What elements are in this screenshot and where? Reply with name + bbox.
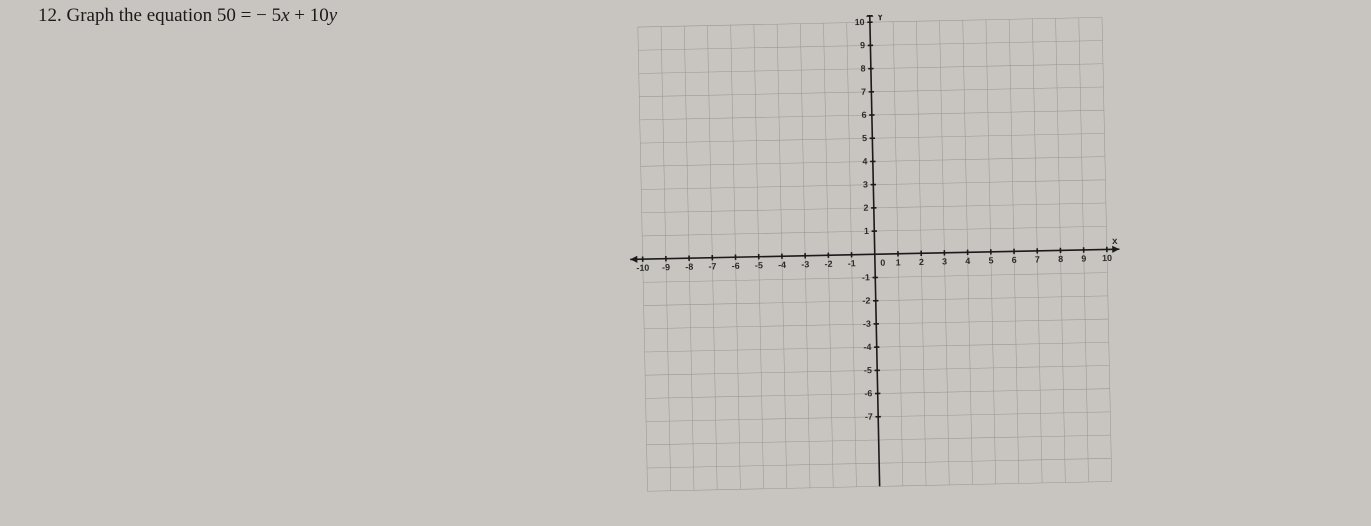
svg-text:5: 5 [862, 133, 867, 143]
question-prompt-text: Graph the equation [67, 5, 213, 26]
equation-lhs: 50 [217, 5, 236, 26]
equation-eq: = − [241, 5, 267, 26]
svg-text:-2: -2 [824, 259, 832, 269]
svg-text:2: 2 [863, 203, 868, 213]
svg-text:3: 3 [942, 256, 947, 266]
svg-text:6: 6 [861, 110, 866, 120]
svg-text:10: 10 [855, 17, 865, 27]
equation-var2: y [329, 5, 337, 26]
svg-text:6: 6 [1012, 255, 1017, 265]
svg-text:-9: -9 [662, 262, 670, 272]
svg-text:4: 4 [965, 256, 970, 266]
svg-text:1: 1 [864, 226, 869, 236]
svg-text:x: x [1112, 236, 1118, 247]
svg-text:Y: Y [877, 12, 884, 23]
svg-text:9: 9 [860, 40, 865, 50]
question-prompt: 12. Graph the equation 50 = − 5x + 10y [38, 5, 337, 27]
svg-text:-7: -7 [708, 261, 716, 271]
svg-text:7: 7 [861, 87, 866, 97]
svg-text:-6: -6 [864, 388, 872, 398]
svg-text:-5: -5 [755, 260, 763, 270]
svg-text:0: 0 [880, 258, 885, 268]
equation-coef2: 10 [310, 5, 329, 26]
equation-coef1: 5 [272, 5, 282, 26]
svg-text:7: 7 [1035, 254, 1040, 264]
grid-svg: -10-9-8-7-6-5-4-3-2-10123456789101234567… [590, 9, 1160, 521]
svg-text:-1: -1 [862, 272, 870, 282]
svg-text:8: 8 [1058, 254, 1063, 264]
svg-text:-4: -4 [778, 260, 786, 270]
equation-var1: x [281, 5, 289, 26]
svg-text:10: 10 [1102, 253, 1112, 263]
svg-text:9: 9 [1081, 253, 1086, 263]
svg-text:3: 3 [863, 179, 868, 189]
svg-text:-3: -3 [801, 259, 809, 269]
svg-text:8: 8 [860, 63, 865, 73]
svg-text:2: 2 [919, 257, 924, 267]
coordinate-grid: -10-9-8-7-6-5-4-3-2-10123456789101234567… [590, 9, 1160, 521]
svg-text:-1: -1 [848, 258, 856, 268]
svg-text:-8: -8 [685, 262, 693, 272]
svg-text:-6: -6 [732, 261, 740, 271]
equation-plus: + [294, 5, 305, 26]
svg-text:5: 5 [988, 255, 993, 265]
question-number: 12. [38, 5, 62, 26]
svg-text:-3: -3 [863, 319, 871, 329]
svg-text:1: 1 [896, 257, 901, 267]
svg-text:-2: -2 [862, 295, 870, 305]
svg-text:4: 4 [862, 156, 867, 166]
svg-text:-10: -10 [636, 263, 649, 273]
svg-text:-7: -7 [865, 412, 873, 422]
svg-text:-4: -4 [863, 342, 871, 352]
svg-text:-5: -5 [864, 365, 872, 375]
